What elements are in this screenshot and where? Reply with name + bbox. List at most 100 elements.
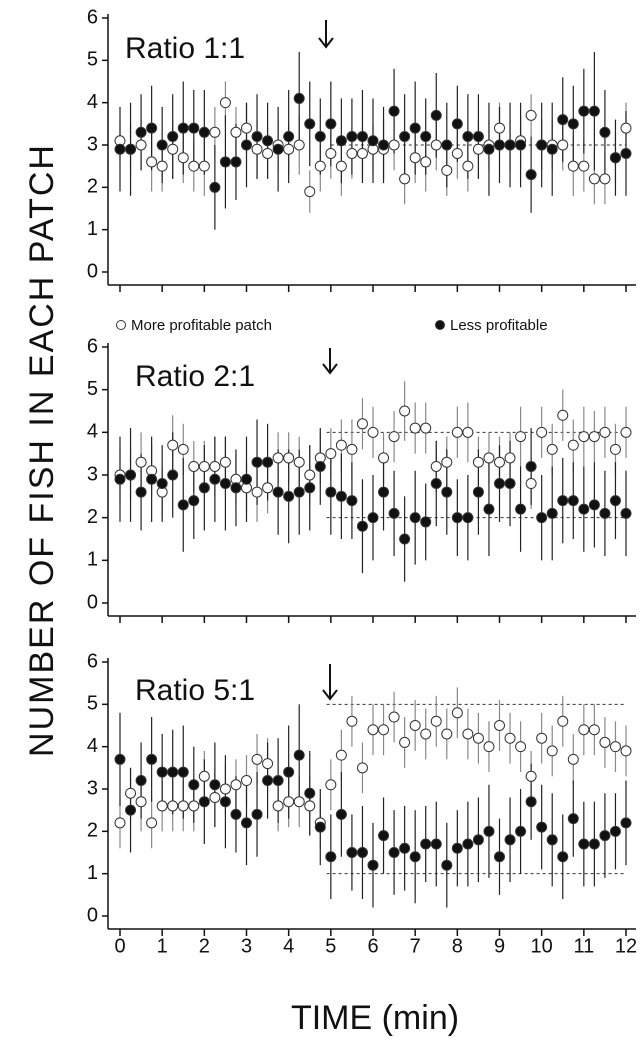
point <box>388 105 400 117</box>
point <box>546 507 558 519</box>
point <box>430 139 442 151</box>
point <box>483 452 495 464</box>
point <box>409 512 421 524</box>
point <box>198 770 210 782</box>
panel-title: Ratio 5:1 <box>135 674 255 707</box>
point <box>567 495 579 507</box>
point <box>335 160 347 172</box>
point <box>451 842 463 854</box>
point <box>335 439 347 451</box>
point <box>283 143 295 155</box>
point <box>146 156 158 168</box>
point <box>325 851 337 863</box>
y-tick-label: 4 <box>87 91 98 113</box>
point <box>515 741 527 753</box>
point <box>367 512 379 524</box>
legend-marker <box>435 320 445 330</box>
point <box>325 779 337 791</box>
point <box>251 753 263 765</box>
point <box>219 783 231 795</box>
arrow <box>322 664 338 701</box>
point <box>304 482 316 494</box>
point <box>283 131 295 143</box>
y-tick-label: 3 <box>87 777 98 799</box>
point <box>588 724 600 736</box>
point <box>125 469 137 481</box>
point <box>356 847 368 858</box>
point <box>356 131 368 143</box>
x-tick-label: 10 <box>531 935 553 957</box>
point <box>515 825 527 837</box>
x-tick-label: 0 <box>114 935 125 957</box>
point <box>420 131 432 143</box>
point <box>219 156 231 168</box>
legend-marker <box>116 320 126 330</box>
x-tick-label: 12 <box>615 935 637 957</box>
point <box>209 779 221 791</box>
point <box>525 169 537 181</box>
point <box>483 503 495 515</box>
point <box>251 143 263 155</box>
point <box>620 745 632 757</box>
x-axis-label: TIME (min) <box>291 999 459 1037</box>
point <box>135 775 147 787</box>
point <box>230 482 242 494</box>
point <box>409 851 421 863</box>
point <box>430 838 442 850</box>
point <box>399 533 411 545</box>
x-tick-label: 4 <box>283 935 294 957</box>
arrow <box>318 20 334 49</box>
point <box>177 499 189 511</box>
point <box>557 851 569 863</box>
y-tick-label: 0 <box>87 904 98 926</box>
point <box>283 490 295 502</box>
point <box>251 131 263 143</box>
point <box>325 486 337 498</box>
y-tick-label: 2 <box>87 176 98 198</box>
point <box>262 482 274 494</box>
point <box>525 109 537 121</box>
y-tick-label: 2 <box>87 506 98 528</box>
point <box>156 766 168 778</box>
point <box>567 813 579 825</box>
point <box>546 143 558 155</box>
point <box>188 495 200 507</box>
point <box>262 775 274 787</box>
point <box>378 830 390 842</box>
point <box>451 512 463 524</box>
point <box>388 507 400 519</box>
point <box>599 126 611 138</box>
point <box>494 122 505 134</box>
point <box>198 482 210 494</box>
y-tick-label: 0 <box>87 260 98 282</box>
point <box>167 800 179 812</box>
point <box>198 126 210 138</box>
point <box>483 825 495 837</box>
point <box>462 728 474 740</box>
point <box>557 715 569 727</box>
point <box>125 804 137 816</box>
point <box>219 796 231 808</box>
point <box>125 143 137 155</box>
point <box>399 736 411 748</box>
point <box>356 418 368 430</box>
point <box>146 817 158 829</box>
point <box>462 838 474 850</box>
point <box>588 838 600 850</box>
point <box>515 139 527 151</box>
point <box>462 131 474 143</box>
point <box>599 830 611 842</box>
point <box>272 143 284 155</box>
point <box>293 456 305 468</box>
point <box>262 456 274 468</box>
x-tick-label: 11 <box>573 935 594 957</box>
point <box>378 452 390 464</box>
point <box>494 456 505 468</box>
point <box>167 766 179 778</box>
point <box>462 512 474 524</box>
point <box>388 847 400 858</box>
point <box>209 791 221 803</box>
point <box>167 143 179 155</box>
point <box>378 486 390 498</box>
